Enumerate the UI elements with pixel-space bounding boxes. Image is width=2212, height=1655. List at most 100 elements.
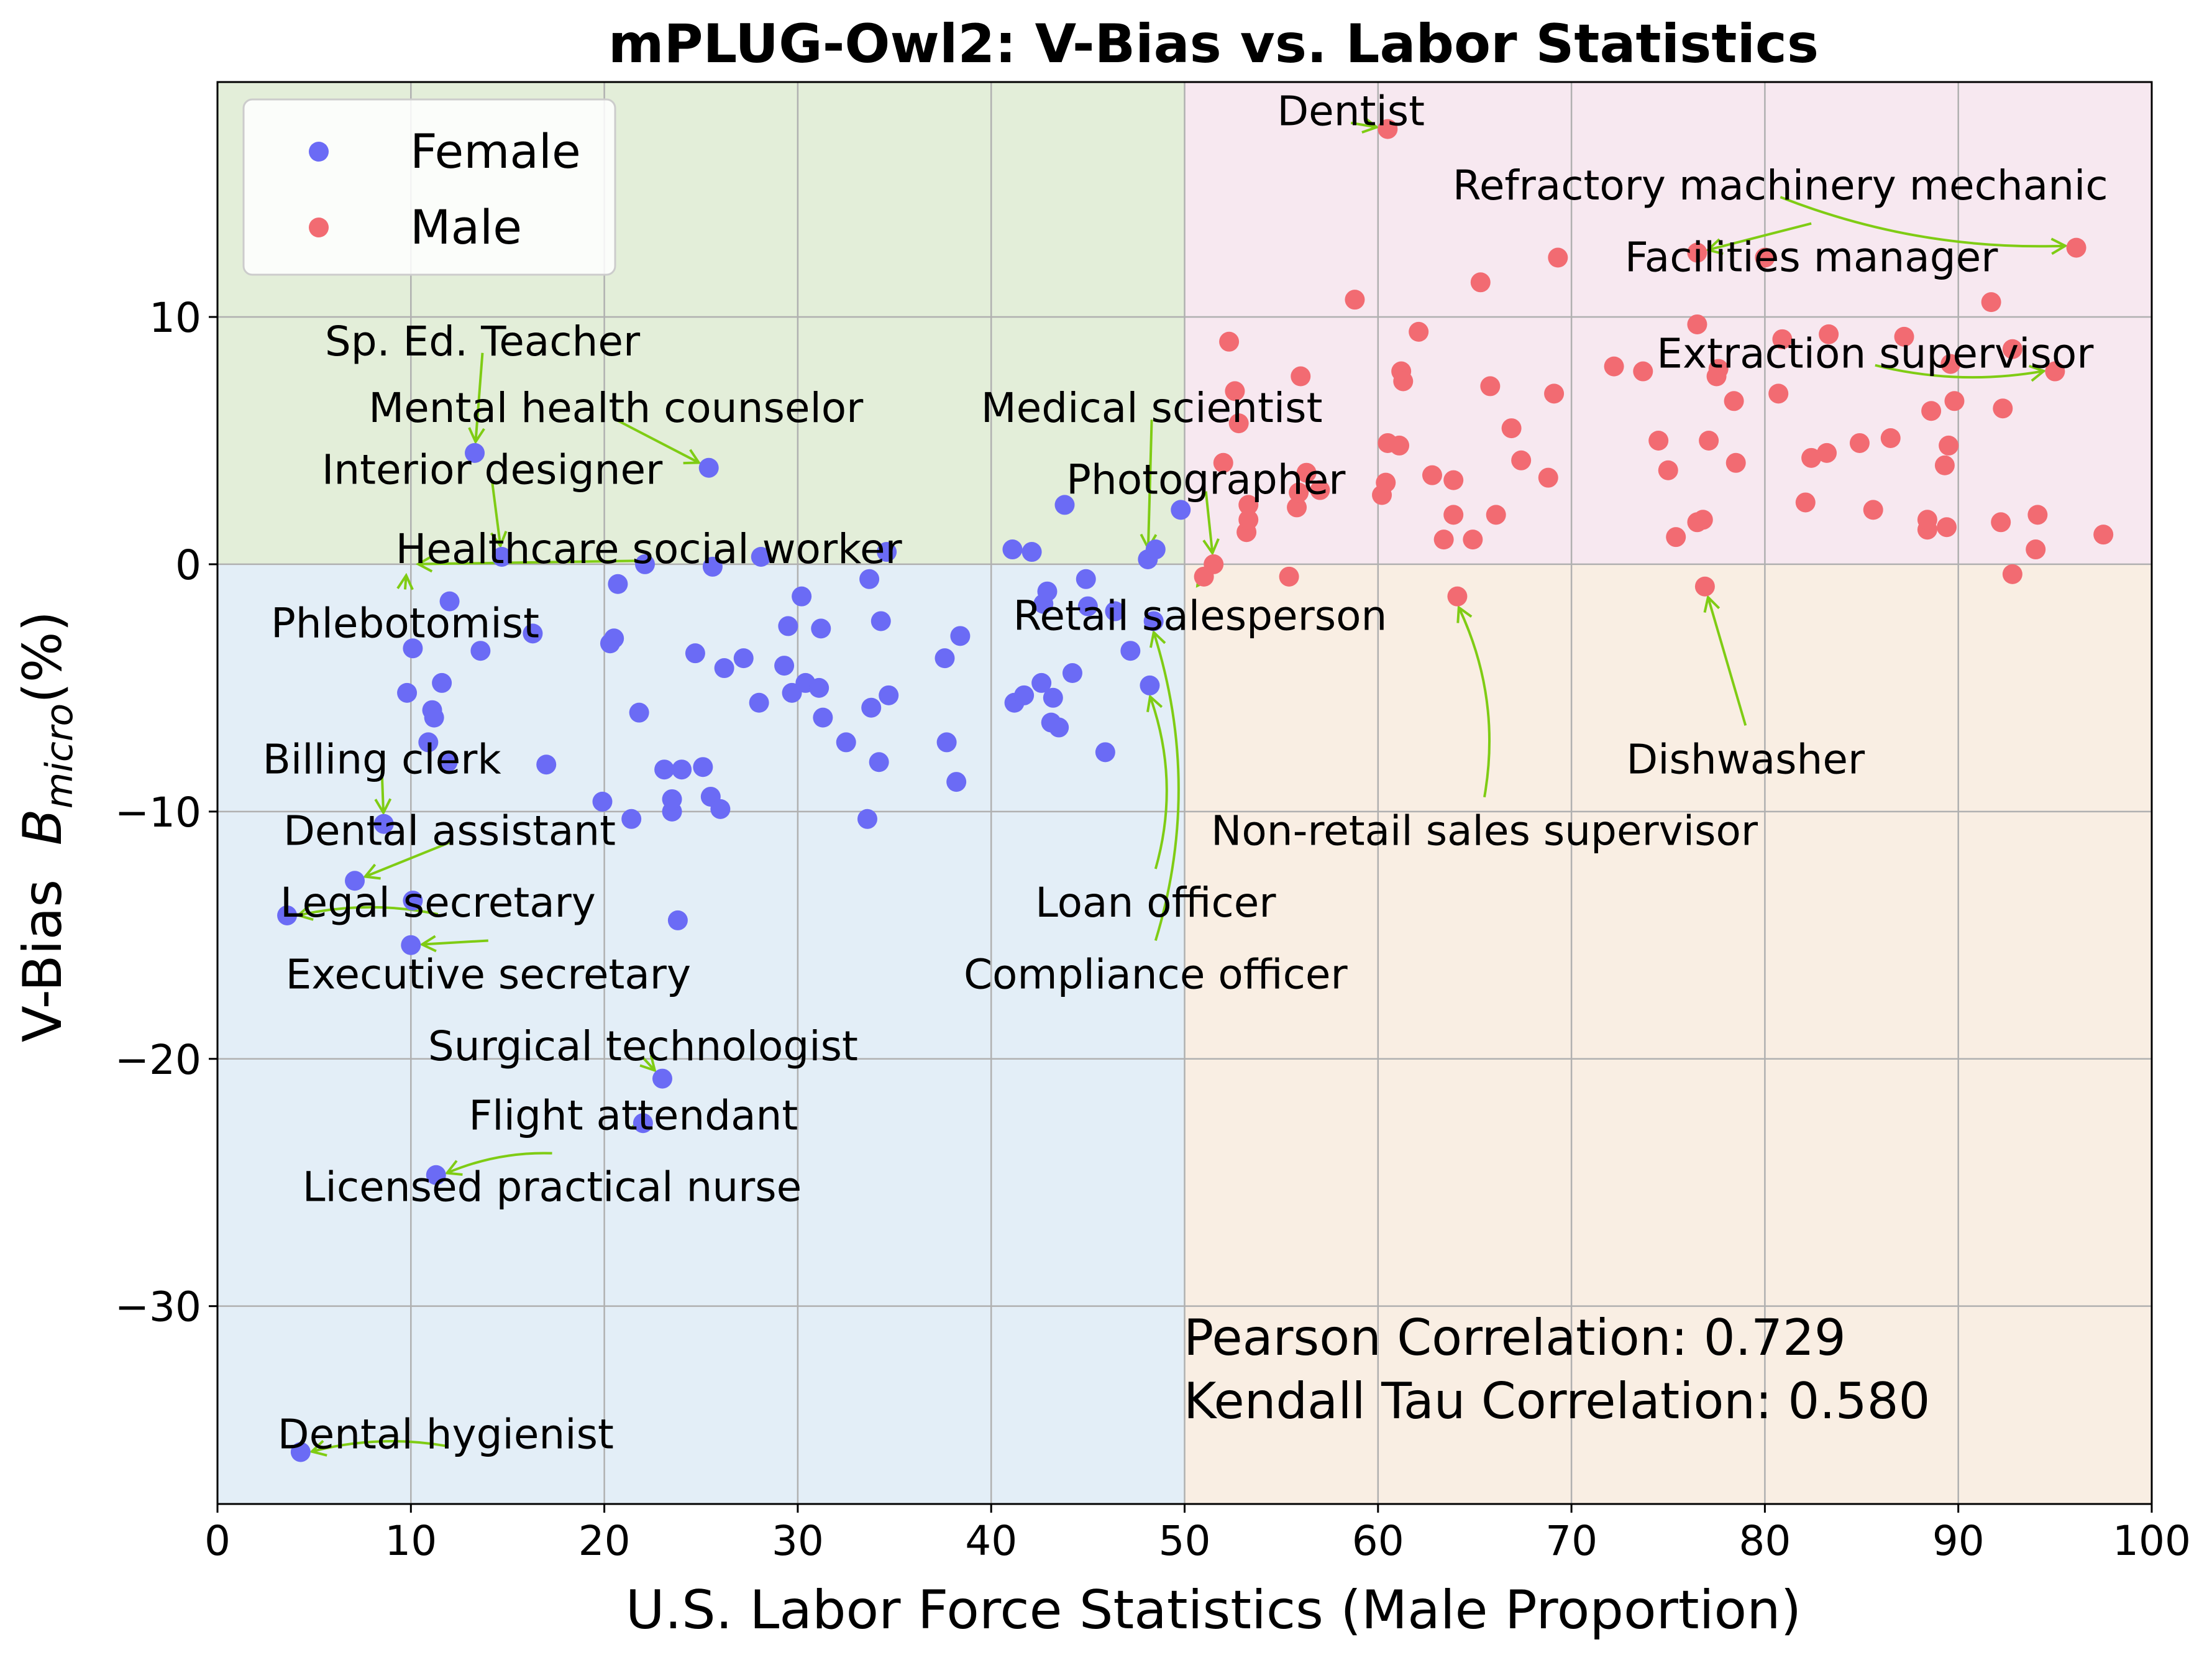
point-female (774, 656, 795, 676)
x-tick-label: 70 (1545, 1517, 1597, 1565)
annotation-label: Executive secretary (286, 950, 691, 998)
x-tick-label: 20 (578, 1517, 631, 1565)
point-female (1043, 687, 1063, 708)
point-male (1755, 247, 1775, 268)
annotation-label: Surgical technologist (428, 1022, 858, 1070)
point-male (1658, 460, 1678, 480)
point-male (1433, 530, 1454, 550)
point-male (1544, 383, 1565, 404)
y-tick-label: −10 (115, 789, 201, 837)
point-male (1666, 527, 1686, 548)
annotation-arrowhead (396, 572, 414, 590)
point-female (652, 1068, 672, 1089)
legend-swatch-male (309, 218, 329, 237)
quadrant-top-right (1184, 82, 2152, 564)
annotation-label: Dishwasher (1626, 735, 1865, 783)
point-male (1486, 505, 1506, 525)
point-male (1463, 530, 1483, 550)
quadrant-backgrounds (217, 82, 2152, 1504)
point-female (749, 692, 769, 713)
point-female (426, 1165, 446, 1185)
annotation-arrow (1707, 597, 1747, 726)
point-female (836, 732, 856, 753)
point-male (1289, 482, 1309, 503)
point-male (1393, 371, 1414, 392)
annotation-arrowhead (490, 531, 508, 549)
point-female (424, 707, 444, 728)
y-tick-label: 10 (149, 294, 201, 342)
annotation-label: Interior designer (322, 446, 663, 494)
point-male (1225, 381, 1245, 401)
point-male (2045, 361, 2065, 382)
point-male (1940, 354, 1961, 374)
point-male (2002, 564, 2022, 584)
annotation-arrow (380, 771, 385, 813)
annotation-label: Flight attendant (468, 1091, 798, 1139)
point-female (418, 732, 439, 753)
annotation-label: Medical scientist (981, 384, 1323, 432)
point-male (1287, 497, 1307, 518)
point-male (1894, 326, 1914, 347)
point-male (1772, 329, 1793, 349)
annotation-arrowhead (468, 427, 485, 445)
point-female (403, 638, 423, 659)
pearson-correlation-text: Pearson Correlation: 0.729 (1184, 1309, 1846, 1367)
annotation-arrow (1875, 364, 2044, 379)
annotation-arrow (418, 559, 649, 566)
point-female (373, 814, 394, 834)
point-female (857, 809, 877, 829)
legend-box (242, 98, 616, 276)
point-male (1213, 452, 1233, 473)
point-male (1981, 292, 2001, 313)
point-female (1049, 717, 1069, 738)
annotation-label: Billing clerk (263, 735, 502, 783)
point-female (809, 677, 830, 698)
annotation-arrow (1152, 631, 1180, 942)
point-female (813, 707, 833, 728)
point-male (1917, 510, 1937, 530)
point-male (1993, 398, 2013, 419)
annotation-arrow (1149, 696, 1168, 869)
annotation-label: Extraction supervisor (1657, 330, 2094, 378)
annotation-arrowhead (2028, 364, 2047, 382)
annotation-arrow (1707, 222, 1812, 252)
point-male (1944, 391, 1965, 411)
annotation-arrow (491, 481, 502, 546)
annotation-label: Non-retail sales supervisor (1211, 807, 1758, 855)
point-male (1863, 500, 1883, 520)
point-female (877, 542, 897, 562)
point-male (1291, 366, 1311, 387)
point-male (1279, 566, 1299, 587)
point-male (1443, 470, 1464, 490)
point-female (1021, 542, 1042, 562)
annotation-arrow (422, 939, 488, 946)
annotation-label: Dental hygienist (278, 1411, 614, 1459)
point-female (879, 685, 899, 705)
annotation-label: Mental health counselor (368, 384, 864, 432)
point-female (1105, 601, 1125, 621)
annotation-arrowhead (374, 798, 392, 815)
point-female (1062, 663, 1082, 684)
y-axis-label-subscript: micro (38, 704, 81, 809)
point-male (1409, 321, 1429, 342)
point-female (811, 618, 831, 639)
point-female (733, 648, 754, 669)
point-female (634, 554, 655, 574)
point-male (1921, 401, 1942, 421)
point-female (1095, 742, 1115, 763)
annotation-arrowhead (1146, 694, 1163, 713)
point-female (277, 905, 298, 925)
annotation-arrow (311, 1440, 446, 1453)
point-male (1422, 465, 1442, 485)
point-female (672, 759, 692, 780)
annotation-arrowhead (1703, 595, 1721, 613)
y-tick-label: −30 (115, 1283, 201, 1331)
y-axis-label-symbol: B (12, 809, 74, 845)
point-male (1725, 452, 1746, 473)
annotation-label: Loan officer (1035, 879, 1276, 927)
annotation-arrow (364, 841, 450, 878)
annotation-arrowhead (309, 1439, 327, 1457)
point-female (1031, 672, 1052, 693)
annotation-label: Photographer (1066, 456, 1346, 504)
